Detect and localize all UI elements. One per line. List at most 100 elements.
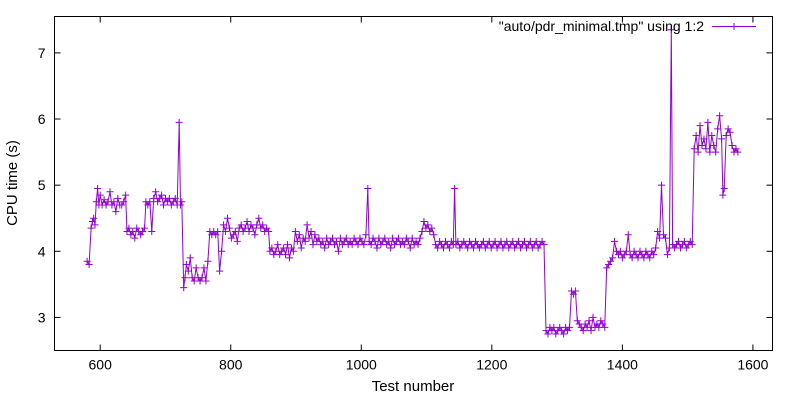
- data-point: [220, 221, 228, 229]
- data-point: [85, 261, 93, 269]
- data-point: [710, 141, 718, 149]
- data-point: [720, 184, 728, 192]
- data-point: [663, 251, 671, 259]
- x-tick-label: 1600: [737, 357, 768, 373]
- y-tick-label: 5: [38, 177, 46, 193]
- data-point: [694, 148, 702, 156]
- data-point: [381, 234, 389, 242]
- data-point: [408, 234, 416, 242]
- data-point: [323, 234, 331, 242]
- data-point: [231, 227, 239, 235]
- data-point: [595, 323, 603, 331]
- data-point: [706, 148, 714, 156]
- data-point: [251, 231, 259, 239]
- data-point: [428, 224, 436, 232]
- data-point: [680, 237, 688, 245]
- data-point: [526, 237, 534, 245]
- data-point: [176, 201, 184, 209]
- data-point: [690, 145, 698, 153]
- data-point: [222, 227, 230, 235]
- data-point: [364, 184, 372, 192]
- y-tick-label: 7: [38, 45, 46, 61]
- data-point: [241, 224, 249, 232]
- legend: "auto/pdr_minimal.tmp" using 1:2: [499, 18, 756, 34]
- data-point: [319, 237, 327, 245]
- data-point: [667, 26, 675, 34]
- data-point: [284, 241, 292, 249]
- data-point: [550, 323, 558, 331]
- data-point: [216, 267, 224, 275]
- data-point: [334, 247, 342, 255]
- data-point: [503, 237, 511, 245]
- data-point: [544, 330, 552, 338]
- y-axis-title: CPU time (s): [4, 140, 21, 226]
- data-point: [214, 227, 222, 235]
- data-point: [704, 118, 712, 126]
- data-point: [616, 247, 624, 255]
- data-point: [716, 112, 724, 120]
- data-point: [418, 227, 426, 235]
- data-point: [708, 132, 716, 140]
- data-point: [295, 231, 303, 239]
- data-point: [700, 135, 708, 143]
- data-point: [479, 237, 487, 245]
- data-point: [268, 244, 276, 252]
- data-point: [712, 148, 720, 156]
- data-point: [420, 218, 428, 226]
- data-point: [315, 234, 323, 242]
- data-point: [406, 244, 414, 252]
- data-point: [348, 241, 356, 249]
- data-point: [301, 237, 309, 245]
- data-point: [394, 234, 402, 242]
- x-axis-title: Test number: [372, 378, 455, 395]
- y-tick-label: 3: [38, 309, 46, 325]
- data-point: [181, 274, 189, 282]
- data-point: [96, 191, 104, 199]
- data-point: [719, 191, 727, 199]
- data-point: [122, 191, 130, 199]
- legend-plus-marker: [730, 23, 738, 30]
- data-point: [190, 277, 198, 285]
- data-point: [451, 184, 459, 192]
- data-point: [714, 125, 722, 133]
- data-point: [560, 330, 568, 338]
- data-point: [249, 224, 257, 232]
- data-point: [387, 244, 395, 252]
- data-point: [728, 141, 736, 149]
- x-tick-label: 600: [89, 357, 113, 373]
- data-point: [141, 224, 149, 232]
- data-point: [445, 244, 453, 252]
- data-point: [160, 201, 168, 209]
- data-point: [485, 237, 493, 245]
- data-point: [675, 237, 683, 245]
- data-point: [125, 224, 133, 232]
- data-point: [91, 221, 99, 229]
- data-point: [640, 254, 648, 262]
- data-point: [255, 214, 263, 222]
- data-point: [692, 132, 700, 140]
- data-point: [311, 231, 319, 239]
- data-point: [688, 241, 696, 249]
- data-point: [198, 274, 206, 282]
- data-point: [110, 198, 118, 206]
- data-point: [515, 237, 523, 245]
- data-point: [182, 261, 190, 269]
- data-point: [652, 244, 660, 252]
- data-point: [192, 264, 200, 272]
- data-point: [87, 224, 95, 232]
- data-point: [585, 317, 593, 325]
- data-point: [416, 234, 424, 242]
- series-line: [86, 29, 739, 335]
- data-point: [622, 247, 630, 255]
- data-point: [307, 227, 315, 235]
- data-point: [583, 323, 591, 331]
- data-point: [611, 237, 619, 245]
- data-point: [309, 241, 317, 249]
- data-point: [165, 194, 173, 202]
- data-point: [90, 214, 98, 222]
- data-point: [371, 237, 379, 245]
- data-point: [253, 221, 261, 229]
- legend-label: "auto/pdr_minimal.tmp" using 1:2: [499, 18, 704, 34]
- data-point: [367, 241, 375, 249]
- data-point: [180, 284, 188, 292]
